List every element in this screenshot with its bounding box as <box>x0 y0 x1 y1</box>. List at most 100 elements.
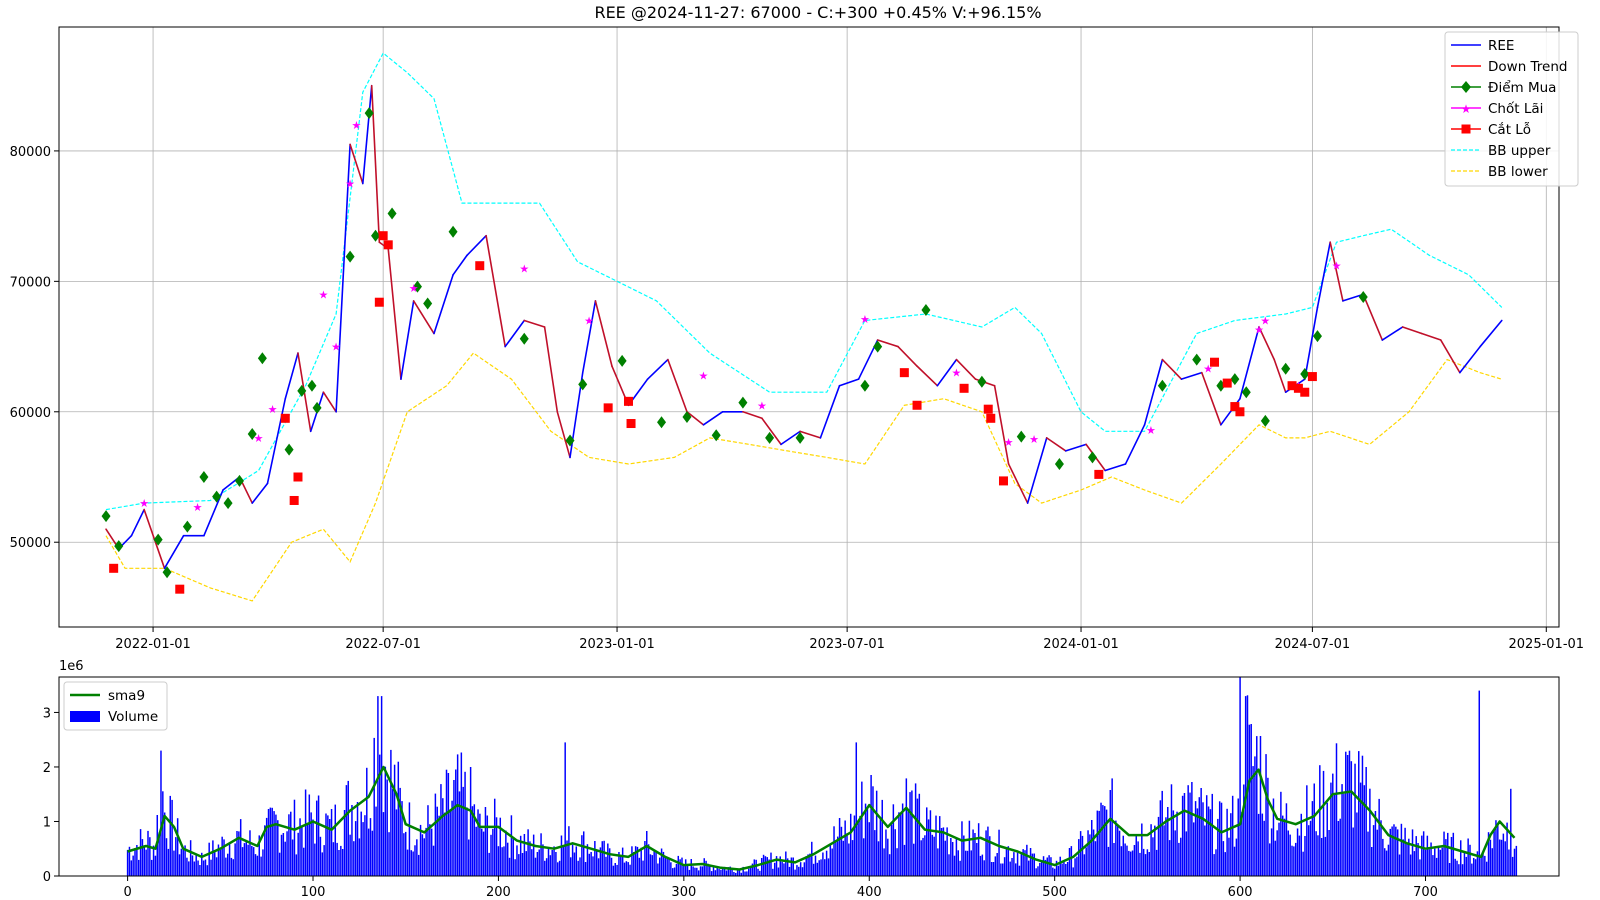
take-profit-point: ★ <box>193 501 203 514</box>
take-profit-point: ★ <box>331 341 341 354</box>
volume-bar <box>245 841 248 876</box>
volume-bar <box>1183 793 1186 876</box>
volume-bar <box>390 749 392 876</box>
volume-bar <box>514 859 516 876</box>
volume-bar <box>351 805 353 876</box>
volume-bar <box>519 835 522 876</box>
volume-bar <box>1103 806 1106 876</box>
volume-bar <box>1298 835 1301 876</box>
volume-bar <box>868 822 870 876</box>
stop-loss-point <box>626 419 636 429</box>
volume-bar <box>692 866 694 876</box>
volume-bar <box>1450 837 1453 876</box>
volume-bar <box>900 814 902 876</box>
volume-bar <box>1124 843 1126 876</box>
volume-bar <box>1332 773 1334 876</box>
volume-bar <box>748 868 750 876</box>
stop-loss-point <box>289 495 299 505</box>
volume-bar <box>469 767 472 876</box>
volume-bar <box>477 809 479 876</box>
volume-bar <box>1241 812 1243 876</box>
volume-bar <box>366 767 368 876</box>
volume-bar <box>393 764 396 876</box>
volume-bar <box>614 863 616 876</box>
volume-bar <box>1096 810 1099 876</box>
volume-bar <box>950 838 952 876</box>
volume-bar <box>367 828 370 876</box>
volume-bar <box>1015 863 1017 876</box>
volume-bar <box>547 847 550 876</box>
volume-bar <box>1218 801 1221 876</box>
volume-bar <box>1174 830 1176 876</box>
stop-loss-point <box>623 396 633 406</box>
volume-bar <box>636 846 639 876</box>
volume-bar <box>1489 839 1492 876</box>
volume-bar <box>1454 858 1456 876</box>
volume-bar <box>1233 846 1236 876</box>
volume-bar <box>638 857 641 876</box>
volume-bar <box>149 837 151 876</box>
volume-bar <box>536 852 539 876</box>
volume-bar <box>1211 793 1214 876</box>
volume-bar <box>1484 855 1486 876</box>
buy-point <box>1241 386 1251 399</box>
volume-bar <box>992 862 995 876</box>
volume-bar <box>785 851 787 876</box>
volume-bar <box>466 807 468 876</box>
take-profit-point: ★ <box>1332 260 1342 273</box>
volume-bar <box>1228 837 1230 876</box>
volume-bar <box>870 775 872 876</box>
volume-bar <box>835 840 837 876</box>
volume-bar <box>733 872 735 876</box>
volume-bar <box>1359 782 1362 876</box>
volume-bar <box>1511 856 1514 876</box>
buy-point <box>345 250 355 263</box>
stop-loss-point <box>899 368 909 378</box>
volume-bar <box>655 850 657 876</box>
volume-bar <box>855 742 858 876</box>
volume-bar <box>516 845 518 876</box>
volume-bar <box>540 833 542 876</box>
volume-bar <box>1330 782 1332 876</box>
volume-bar <box>1500 839 1503 876</box>
volume-bar <box>321 852 324 876</box>
volume-bar <box>1319 765 1321 876</box>
volume-bar <box>137 859 140 876</box>
volume-bar <box>887 838 889 876</box>
volume-bar <box>773 862 776 876</box>
stop-loss-point <box>1307 372 1317 382</box>
volume-bar <box>1078 839 1080 876</box>
volume-bar <box>1053 868 1056 876</box>
volume-bar <box>705 860 707 876</box>
volume-bar <box>972 829 974 876</box>
buy-point <box>199 471 209 483</box>
volume-bar <box>353 841 355 876</box>
volume-bar <box>214 851 216 876</box>
legend-swatch-volume <box>70 711 100 722</box>
volume-bar <box>803 862 806 876</box>
volume-bar <box>822 852 824 876</box>
volume-bar <box>1007 846 1010 876</box>
volume-bar <box>1146 849 1149 876</box>
volume-bar <box>1263 820 1265 876</box>
buy-point <box>312 401 322 414</box>
volume-bar <box>1306 785 1308 876</box>
volume-bar <box>338 850 340 876</box>
volume-bar <box>299 818 301 876</box>
volume-bar <box>607 843 609 876</box>
volume-bar <box>1154 825 1156 876</box>
volume-bar <box>1070 846 1073 876</box>
volume-bar <box>421 834 424 876</box>
volume-bar <box>805 856 807 876</box>
volume-bar <box>1129 851 1132 876</box>
stop-loss-point <box>1235 407 1245 417</box>
down-trend-segment <box>543 326 559 413</box>
volume-bar <box>996 853 998 876</box>
volume-bar <box>1137 841 1139 876</box>
volume-bar <box>1311 801 1314 876</box>
volume-bar <box>916 798 919 876</box>
volume-bar <box>686 865 689 876</box>
buy-point <box>387 207 397 220</box>
take-profit-point: ★ <box>757 399 767 412</box>
volume-bar <box>718 868 720 876</box>
